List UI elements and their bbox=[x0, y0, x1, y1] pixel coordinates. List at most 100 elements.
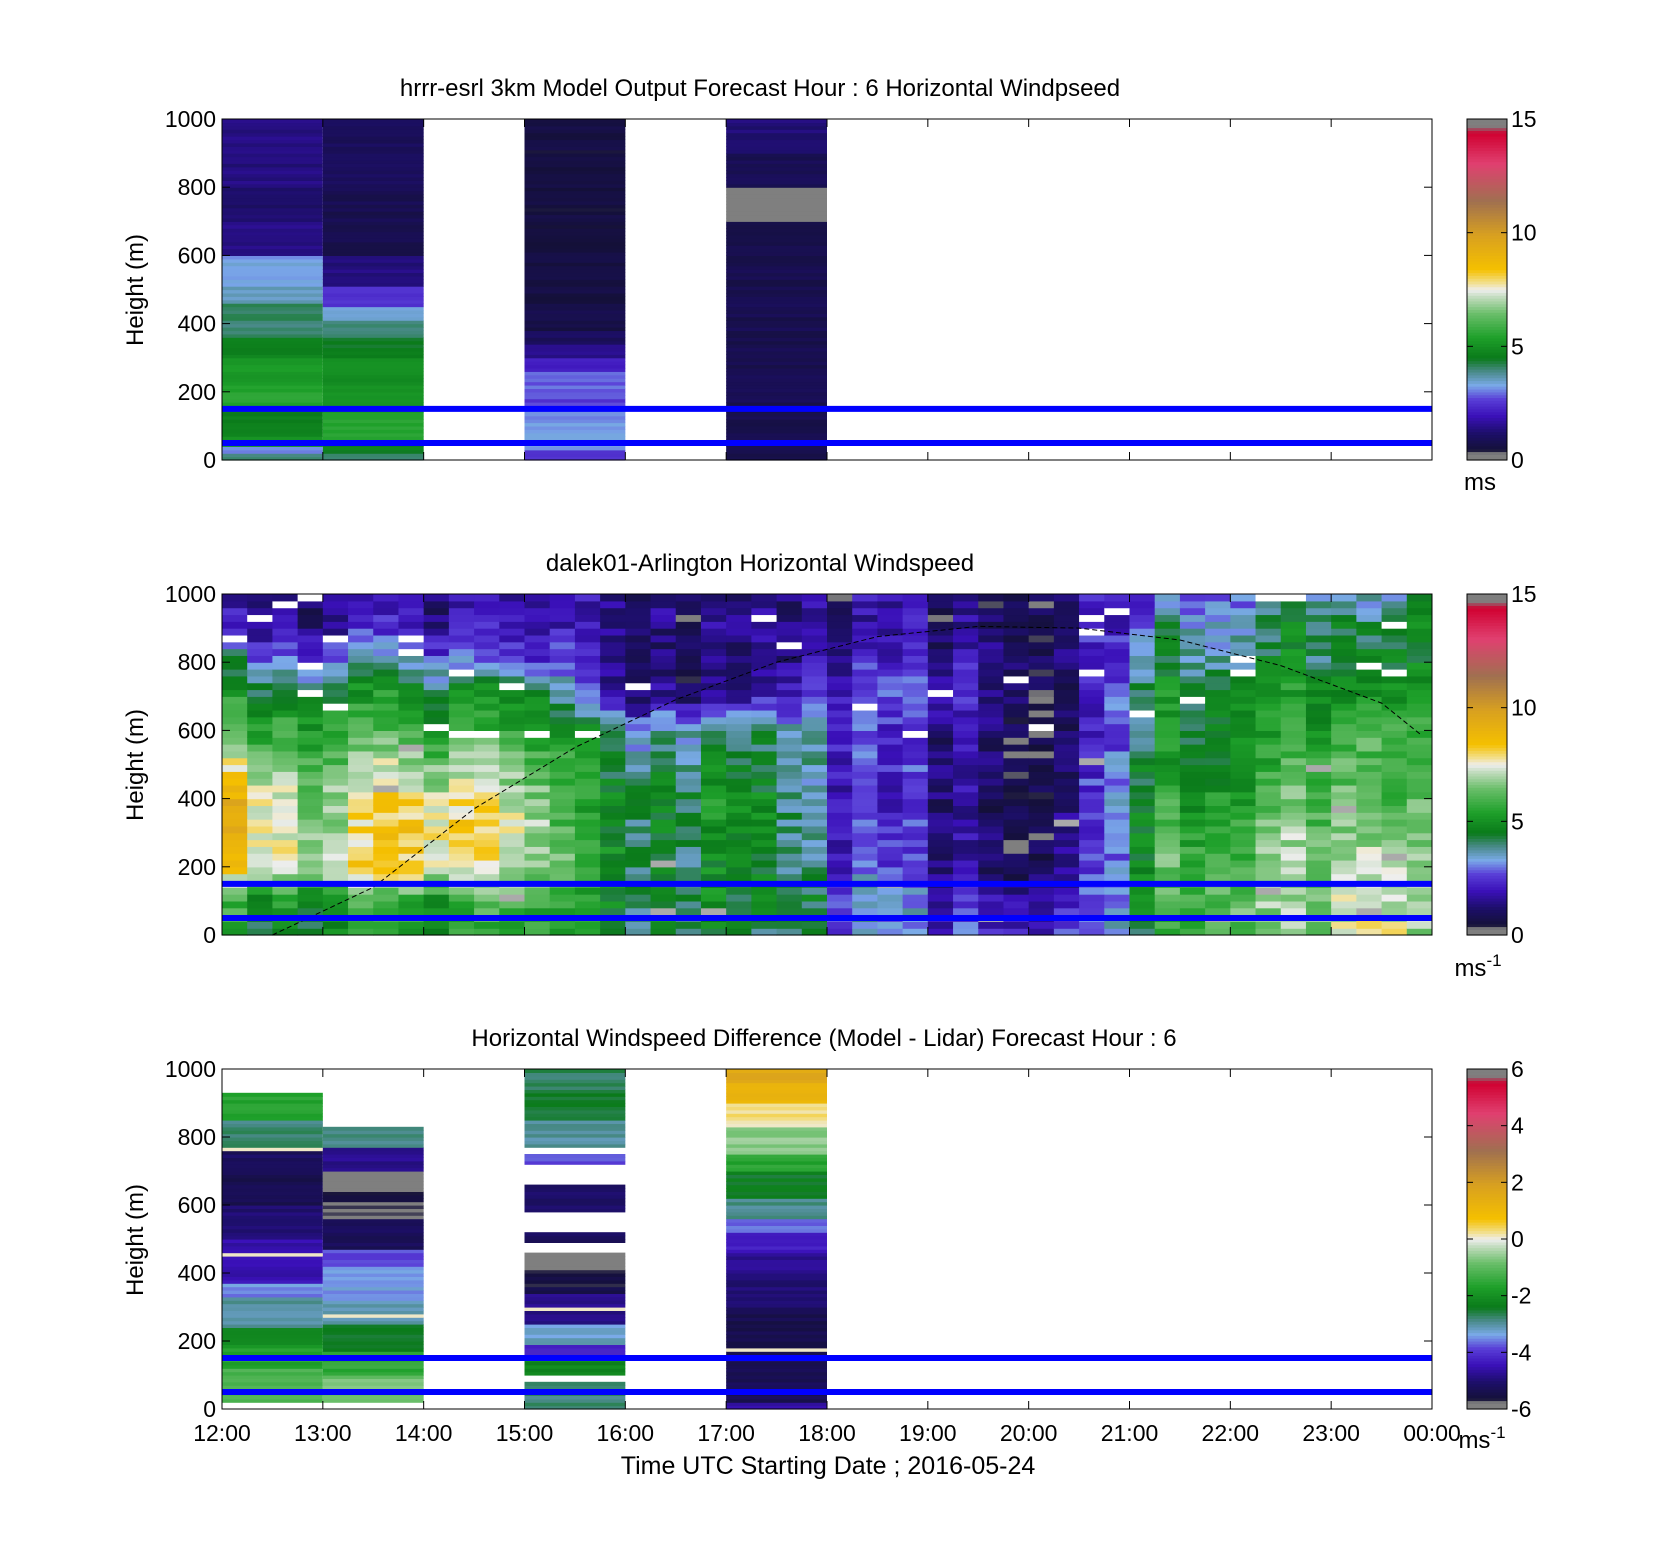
data-cell bbox=[222, 1279, 323, 1284]
data-cell bbox=[549, 900, 576, 909]
data-cell bbox=[1003, 819, 1030, 827]
data-cell bbox=[1305, 628, 1332, 636]
data-cell bbox=[574, 744, 601, 752]
data-cell bbox=[574, 784, 601, 793]
data-cell bbox=[222, 1143, 323, 1148]
data-cell bbox=[574, 907, 601, 916]
data-cell bbox=[398, 784, 425, 793]
colorbar-swatch bbox=[1467, 673, 1507, 678]
data-cell bbox=[1179, 641, 1206, 650]
colorbar-swatch bbox=[1467, 1321, 1507, 1325]
data-cell bbox=[700, 798, 727, 807]
data-cell bbox=[1406, 866, 1433, 875]
data-cell bbox=[1331, 669, 1357, 677]
data-cell bbox=[625, 709, 652, 718]
data-cell bbox=[574, 928, 601, 936]
data-cell bbox=[549, 723, 576, 731]
data-cell bbox=[902, 771, 929, 779]
data-cell bbox=[1028, 921, 1055, 929]
data-cell bbox=[625, 764, 652, 772]
data-cell bbox=[524, 805, 551, 813]
data-cell bbox=[1406, 655, 1433, 663]
data-cell bbox=[222, 812, 248, 820]
data-cell bbox=[1028, 900, 1055, 909]
colorbar-swatch bbox=[1467, 423, 1507, 427]
data-cell bbox=[1406, 662, 1433, 670]
data-cell bbox=[499, 709, 525, 718]
data-cell bbox=[1179, 716, 1206, 725]
data-cell bbox=[524, 241, 626, 246]
data-cell bbox=[650, 812, 677, 820]
colorbar-tick-label: 5 bbox=[1511, 333, 1524, 359]
data-cell bbox=[1280, 757, 1307, 766]
data-cell bbox=[524, 286, 626, 291]
data-cell bbox=[1230, 730, 1257, 738]
data-cell bbox=[625, 778, 652, 786]
data-cell bbox=[675, 750, 702, 759]
data-cell bbox=[726, 1317, 827, 1322]
data-cell bbox=[1356, 737, 1383, 745]
data-cell bbox=[1003, 805, 1030, 813]
data-cell bbox=[726, 248, 827, 253]
data-cell bbox=[700, 675, 727, 684]
data-cell bbox=[700, 819, 727, 827]
data-cell bbox=[524, 723, 551, 731]
data-cell bbox=[726, 648, 752, 656]
data-cell bbox=[776, 784, 803, 793]
data-cell bbox=[474, 682, 500, 691]
data-cell bbox=[524, 381, 626, 386]
colorbar-swatch bbox=[1467, 292, 1507, 296]
data-cell bbox=[222, 234, 323, 239]
data-cell bbox=[222, 1137, 323, 1141]
data-cell bbox=[322, 1279, 424, 1284]
data-cell bbox=[1129, 641, 1156, 650]
data-cell bbox=[1053, 921, 1080, 929]
data-cell bbox=[474, 907, 500, 916]
colorbar-swatch bbox=[1467, 778, 1507, 783]
colorbar-swatch bbox=[1467, 1182, 1507, 1186]
colorbar-swatch bbox=[1467, 863, 1507, 868]
data-cell bbox=[1003, 662, 1030, 670]
data-cell bbox=[953, 900, 979, 909]
data-cell bbox=[978, 607, 1004, 616]
data-cell bbox=[1406, 825, 1433, 834]
colorbar-swatch bbox=[1467, 812, 1507, 817]
colorbar-swatch bbox=[1467, 221, 1507, 225]
y-tick-label: 0 bbox=[203, 447, 216, 473]
data-cell bbox=[524, 1266, 626, 1271]
data-cell bbox=[1406, 928, 1433, 936]
data-cell bbox=[272, 798, 299, 807]
data-cell bbox=[1104, 655, 1130, 663]
data-cell bbox=[827, 778, 853, 786]
data-cell bbox=[650, 853, 677, 861]
data-cell bbox=[524, 1402, 626, 1407]
data-cell bbox=[222, 1273, 323, 1277]
data-cell bbox=[927, 791, 954, 800]
data-cell bbox=[322, 594, 349, 602]
data-cell bbox=[1028, 750, 1055, 759]
data-cell bbox=[1381, 600, 1408, 609]
data-cell bbox=[423, 812, 450, 820]
data-cell bbox=[524, 449, 626, 454]
data-cell bbox=[549, 628, 576, 636]
data-cell bbox=[927, 737, 954, 745]
data-cell bbox=[700, 723, 727, 731]
data-cell bbox=[474, 689, 500, 697]
data-cell bbox=[574, 682, 601, 691]
data-cell bbox=[1079, 825, 1105, 834]
data-cell bbox=[1406, 648, 1433, 656]
data-cell bbox=[726, 320, 827, 325]
data-cell bbox=[726, 853, 752, 861]
colorbar-swatch bbox=[1467, 747, 1507, 751]
data-cell bbox=[726, 1303, 827, 1308]
colorbar-swatch bbox=[1467, 1202, 1507, 1206]
colorbar-swatch bbox=[1467, 1315, 1507, 1319]
data-cell bbox=[297, 853, 324, 861]
colorbar-swatch bbox=[1467, 1312, 1507, 1317]
data-cell bbox=[1154, 716, 1181, 725]
colorbar-swatch bbox=[1467, 232, 1507, 237]
data-cell bbox=[1205, 655, 1231, 663]
data-cell bbox=[222, 166, 323, 171]
data-cell bbox=[348, 812, 374, 820]
data-cell bbox=[297, 703, 324, 711]
